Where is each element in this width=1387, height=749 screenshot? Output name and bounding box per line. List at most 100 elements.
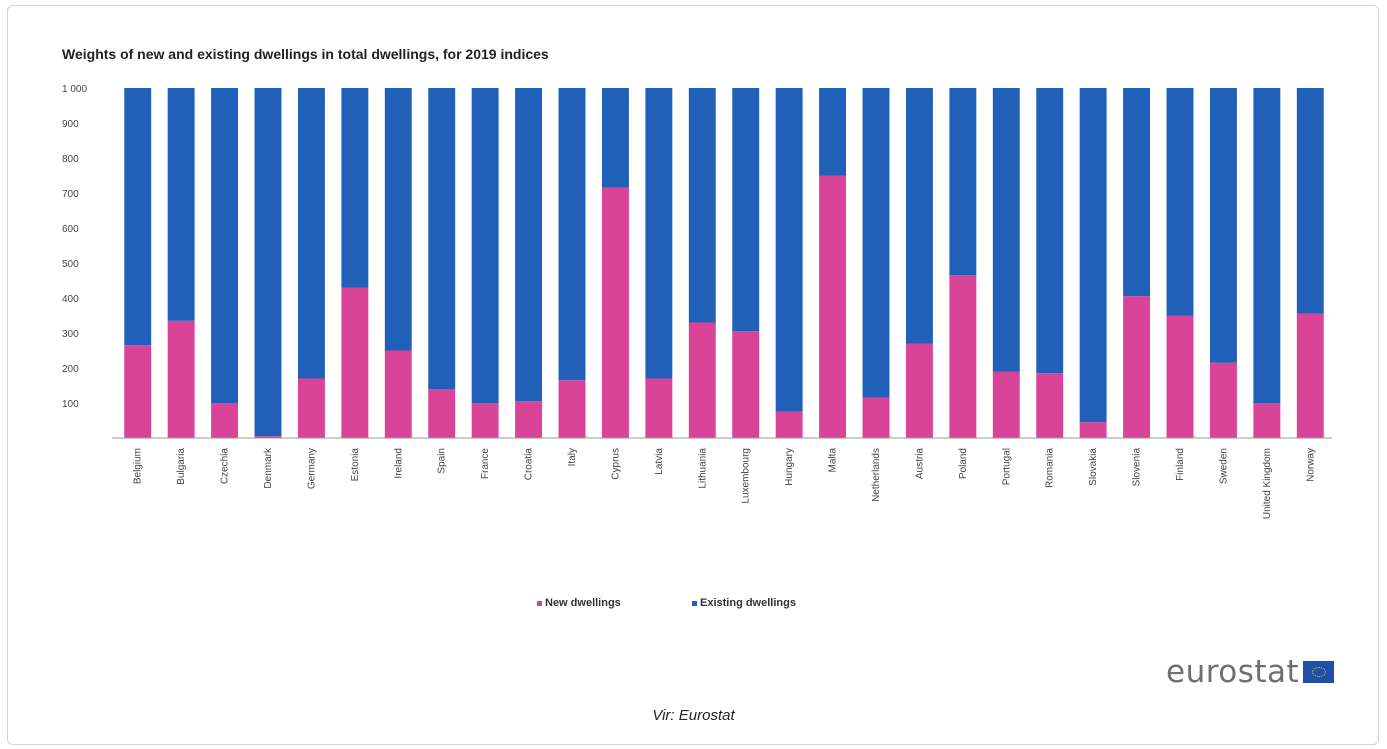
bar-new-dwellings — [167, 320, 195, 438]
bar-existing-dwellings — [688, 88, 716, 323]
x-tick-label: Norway — [1305, 448, 1316, 482]
bar-new-dwellings — [688, 322, 716, 438]
y-tick-label: 600 — [62, 224, 79, 235]
bar-new-dwellings — [1166, 315, 1194, 438]
x-tick-label: Poland — [958, 448, 969, 479]
bar-new-dwellings — [124, 345, 152, 438]
bar-existing-dwellings — [1209, 88, 1237, 363]
y-tick-label: 900 — [62, 119, 79, 130]
y-tick-label: 300 — [62, 329, 79, 340]
bar-existing-dwellings — [645, 88, 673, 379]
bar-existing-dwellings — [1166, 88, 1194, 316]
bar-existing-dwellings — [515, 88, 543, 402]
bar-new-dwellings — [601, 187, 629, 438]
bar-existing-dwellings — [297, 88, 325, 379]
x-tick-label: Bulgaria — [176, 448, 187, 485]
x-tick-label: Latvia — [654, 448, 665, 475]
y-tick-label: 400 — [62, 294, 79, 305]
bar-existing-dwellings — [819, 88, 847, 176]
bar-existing-dwellings — [471, 88, 499, 403]
eurostat-wordmark: eurostat — [1166, 654, 1300, 690]
bar-new-dwellings — [558, 380, 586, 438]
bar-existing-dwellings — [124, 88, 152, 346]
x-tick-label: Estonia — [350, 448, 361, 482]
y-tick-label: 100 — [62, 399, 79, 410]
bar-new-dwellings — [1079, 422, 1107, 438]
legend-swatch — [537, 601, 542, 606]
legend-swatch — [692, 601, 697, 606]
bar-existing-dwellings — [601, 88, 629, 188]
x-tick-label: Ireland — [393, 448, 404, 479]
eurostat-logo: eurostat — [1166, 654, 1335, 690]
chart-title: Weights of new and existing dwellings in… — [62, 46, 549, 62]
bar-existing-dwellings — [949, 88, 977, 276]
bar-existing-dwellings — [1123, 88, 1151, 297]
x-tick-label: Slovakia — [1088, 448, 1099, 486]
x-tick-label: Netherlands — [871, 448, 882, 502]
x-tick-label: Czechia — [220, 448, 231, 485]
bar-new-dwellings — [732, 331, 760, 438]
x-tick-label: Germany — [306, 448, 317, 489]
bar-existing-dwellings — [992, 88, 1020, 372]
bar-new-dwellings — [341, 287, 369, 438]
bar-existing-dwellings — [428, 88, 456, 389]
bar-new-dwellings — [1036, 373, 1064, 438]
x-tick-label: Sweden — [1218, 448, 1229, 484]
bar-new-dwellings — [515, 401, 543, 438]
bar-existing-dwellings — [167, 88, 195, 321]
bar-new-dwellings — [254, 436, 282, 438]
bar-existing-dwellings — [862, 88, 890, 398]
bar-new-dwellings — [1296, 313, 1324, 438]
x-tick-label: Cyprus — [610, 448, 621, 480]
bar-new-dwellings — [992, 371, 1020, 438]
bar-new-dwellings — [1123, 296, 1151, 438]
legend-label: Existing dwellings — [700, 597, 796, 609]
bar-existing-dwellings — [775, 88, 803, 412]
x-tick-label: Slovenia — [1132, 448, 1143, 487]
x-tick-label: Malta — [828, 448, 839, 473]
x-tick-label: United Kingdom — [1262, 448, 1273, 519]
bar-new-dwellings — [471, 403, 499, 438]
bar-new-dwellings — [775, 411, 803, 438]
x-tick-label: Romania — [1045, 448, 1056, 488]
bar-new-dwellings — [1253, 403, 1281, 438]
bar-new-dwellings — [862, 397, 890, 438]
bar-existing-dwellings — [1036, 88, 1064, 374]
y-tick-label: 1 000 — [62, 84, 87, 95]
x-tick-label: Luxembourg — [741, 448, 752, 504]
eu-flag-icon — [1303, 661, 1335, 683]
bar-new-dwellings — [949, 275, 977, 438]
legend-label: New dwellings — [545, 597, 621, 609]
y-tick-label: 700 — [62, 189, 79, 200]
bar-existing-dwellings — [211, 88, 239, 403]
bar-existing-dwellings — [732, 88, 760, 332]
x-tick-label: Portugal — [1001, 448, 1012, 485]
x-tick-label: Belgium — [133, 448, 144, 484]
bar-new-dwellings — [905, 343, 933, 438]
x-tick-label: Finland — [1175, 448, 1186, 481]
bar-new-dwellings — [211, 403, 239, 438]
bar-new-dwellings — [384, 350, 412, 438]
bar-new-dwellings — [1209, 362, 1237, 438]
bar-new-dwellings — [819, 175, 847, 438]
bar-new-dwellings — [645, 378, 673, 438]
x-tick-label: Austria — [914, 448, 925, 480]
bar-new-dwellings — [428, 389, 456, 438]
bar-new-dwellings — [297, 378, 325, 438]
bar-existing-dwellings — [1296, 88, 1324, 314]
bar-existing-dwellings — [1079, 88, 1107, 423]
x-tick-label: Hungary — [784, 448, 795, 486]
image-caption: Vir: Eurostat — [652, 707, 735, 724]
bar-existing-dwellings — [905, 88, 933, 344]
y-tick-label: 200 — [62, 364, 79, 375]
bar-existing-dwellings — [1253, 88, 1281, 403]
bar-existing-dwellings — [341, 88, 369, 288]
y-tick-label: 800 — [62, 154, 79, 165]
bar-existing-dwellings — [558, 88, 586, 381]
x-tick-label: Croatia — [524, 448, 535, 481]
x-tick-label: Denmark — [263, 447, 274, 489]
x-tick-label: Lithuania — [697, 448, 708, 489]
y-tick-label: 500 — [62, 259, 79, 270]
x-tick-label: France — [480, 448, 491, 480]
